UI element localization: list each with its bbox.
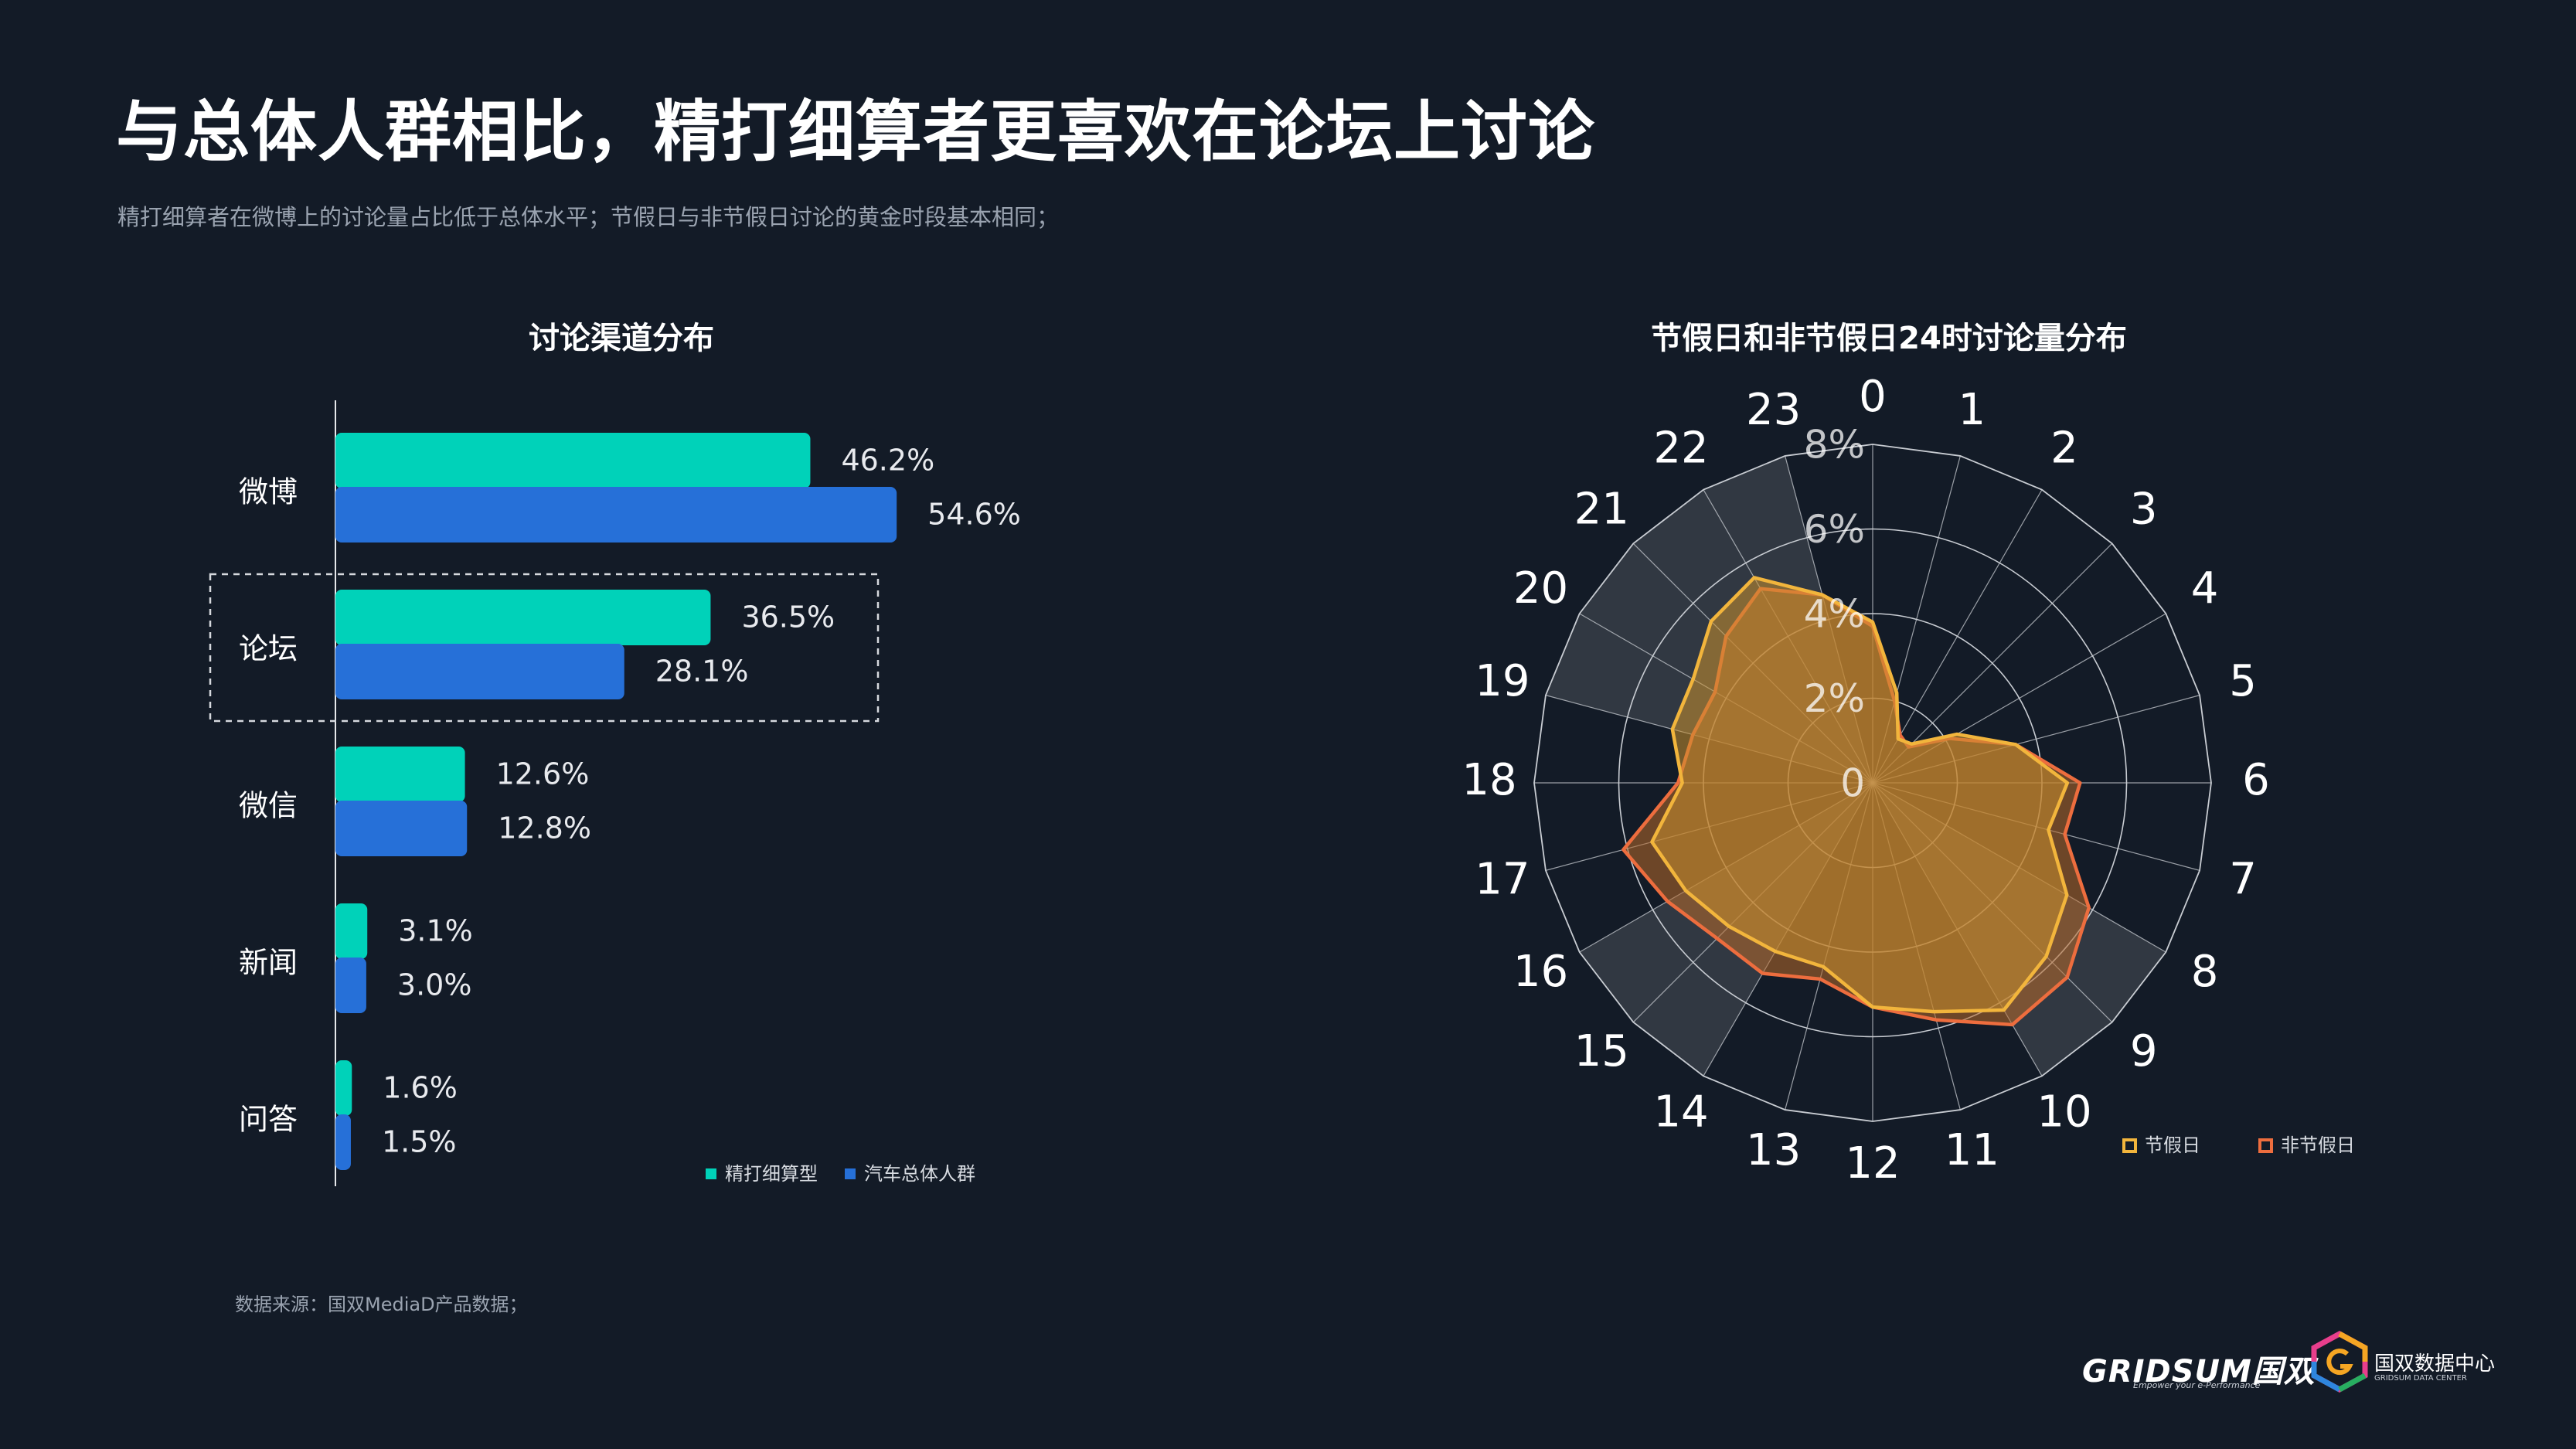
- hour-label: 6: [2242, 755, 2270, 805]
- hour-label: 9: [2130, 1026, 2158, 1077]
- page-subtitle: 精打细算者在微博上的讨论量占比低于总体水平；节假日与非节假日讨论的黄金时段基本相…: [117, 204, 1060, 230]
- radar-series-area: [1650, 576, 2070, 1014]
- bar-chart-title: 讨论渠道分布: [529, 321, 714, 356]
- legend-label: 汽车总体人群: [864, 1163, 975, 1185]
- radial-tick-label: 4%: [1804, 592, 1865, 637]
- hour-label: 5: [2229, 656, 2257, 706]
- category-label: 微博: [239, 475, 298, 509]
- bar: [335, 487, 897, 543]
- bar: [335, 644, 624, 699]
- datacenter-subtitle: GRIDSUM DATA CENTER: [2374, 1374, 2467, 1383]
- hour-label: 17: [1475, 855, 1530, 905]
- bar-value-label: 46.2%: [841, 444, 934, 478]
- hour-label: 8: [2191, 947, 2219, 997]
- bar: [335, 433, 811, 488]
- legend-swatch: [845, 1168, 856, 1179]
- bar: [335, 801, 468, 856]
- hour-label: 18: [1462, 755, 1516, 805]
- hour-label: 13: [1746, 1125, 1801, 1175]
- hour-label: 16: [1513, 947, 1568, 997]
- bar: [335, 1114, 351, 1170]
- bar: [335, 903, 368, 959]
- datacenter-name: 国双数据中心: [2374, 1352, 2496, 1376]
- legend-swatch: [2122, 1138, 2137, 1153]
- legend-label: 非节假日: [2281, 1134, 2355, 1156]
- bar: [335, 590, 711, 645]
- bar-chart: 微博 46.2% 54.6% 论坛 36.5% 28.1% 微信 12.6% 12.8% 新闻 3.…: [209, 400, 1021, 1186]
- legend-swatch: [2258, 1138, 2273, 1153]
- radial-tick-label: 2%: [1804, 676, 1865, 721]
- bar-value-label: 3.1%: [398, 914, 473, 948]
- hour-label: 22: [1653, 423, 1708, 474]
- bar-value-label: 28.1%: [655, 655, 749, 689]
- bar: [335, 747, 465, 802]
- hour-label: 19: [1475, 656, 1530, 706]
- bar-value-label: 54.6%: [927, 498, 1021, 532]
- category-label: 问答: [239, 1103, 298, 1137]
- bar-value-label: 3.0%: [397, 968, 472, 1002]
- hour-label: 4: [2191, 563, 2219, 614]
- radial-tick-label: 0: [1840, 761, 1865, 806]
- legend-label: 节假日: [2145, 1134, 2200, 1156]
- category-label: 论坛: [239, 632, 298, 666]
- hour-label: 11: [1945, 1125, 1999, 1175]
- radar-chart: 02%4%6%8%0 123456789101112131415161718192…: [1462, 372, 2355, 1189]
- highlight-box: [209, 573, 880, 723]
- gridsum-logo: GRIDSUM国双: [2082, 1354, 2316, 1389]
- bar: [335, 1060, 352, 1116]
- hour-label: 12: [1845, 1138, 1900, 1189]
- hour-label: 1: [1958, 385, 1986, 435]
- hour-label: 14: [1653, 1087, 1708, 1138]
- source-note: 数据来源：国双MediaD产品数据；: [235, 1294, 528, 1315]
- hour-label: 10: [2037, 1087, 2091, 1138]
- hour-label: 15: [1574, 1026, 1629, 1077]
- radar-chart-title: 节假日和非节假日24时讨论量分布: [1651, 321, 2127, 356]
- legend-label: 精打细算型: [725, 1163, 818, 1185]
- bar-value-label: 12.8%: [498, 811, 591, 845]
- hour-label: 21: [1574, 484, 1629, 534]
- hour-label: 2: [2050, 423, 2078, 474]
- category-label: 微信: [239, 789, 298, 823]
- bar: [335, 957, 366, 1013]
- gridsum-tagline: Empower your e-Performance: [2133, 1380, 2261, 1390]
- radial-tick-label: 6%: [1804, 507, 1865, 552]
- hour-label: 3: [2130, 484, 2158, 534]
- page-title: 与总体人群相比，精打细算者更喜欢在论坛上讨论: [116, 94, 1595, 171]
- hour-label: 23: [1746, 385, 1801, 435]
- legend-swatch: [706, 1168, 716, 1179]
- hour-label: 0: [1859, 372, 1887, 422]
- bar-value-label: 12.6%: [496, 757, 590, 791]
- bar-value-label: 1.5%: [382, 1125, 457, 1159]
- bar-value-label: 1.6%: [383, 1071, 458, 1105]
- radial-tick-label: 8%: [1804, 423, 1865, 468]
- hour-label: 20: [1513, 563, 1568, 614]
- category-label: 新闻: [239, 946, 298, 980]
- hour-label: 7: [2229, 855, 2257, 905]
- bar-value-label: 36.5%: [741, 600, 835, 634]
- datacenter-hexagon-icon: [2311, 1331, 2368, 1393]
